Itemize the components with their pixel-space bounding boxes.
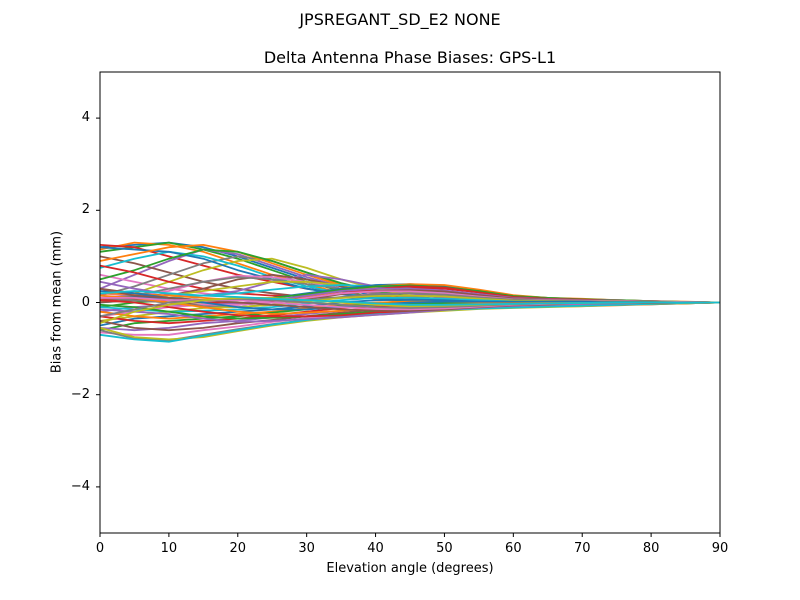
y-axis-label: Bias from mean (mm) <box>49 230 65 374</box>
x-tick-label: 80 <box>642 541 660 556</box>
x-tick-label: 90 <box>711 541 729 556</box>
x-axis-label: Elevation angle (degrees) <box>326 561 494 576</box>
x-tick-label: 20 <box>229 541 247 556</box>
data-lines <box>99 241 721 343</box>
x-tick-label: 50 <box>436 541 453 556</box>
y-tick-label: 4 <box>81 110 90 126</box>
series-line <box>99 290 720 306</box>
x-tick-label: 0 <box>95 541 105 556</box>
y-tick-label: −2 <box>70 386 90 402</box>
y-tick-label: 0 <box>81 294 90 310</box>
chart-title: Delta Antenna Phase Biases: GPS-L1 <box>263 48 557 67</box>
x-tick-label: 60 <box>505 541 522 556</box>
y-tick-label: 2 <box>81 202 90 218</box>
y-tick-label: −4 <box>70 478 90 494</box>
x-tick-label: 30 <box>298 541 315 556</box>
x-tick-label: 40 <box>367 541 384 556</box>
figure-suptitle: JPSREGANT_SD_E2 NONE <box>299 10 501 29</box>
x-tick-label: 70 <box>573 541 591 556</box>
x-tick-label: 10 <box>160 541 178 556</box>
tick-marks <box>96 117 721 537</box>
